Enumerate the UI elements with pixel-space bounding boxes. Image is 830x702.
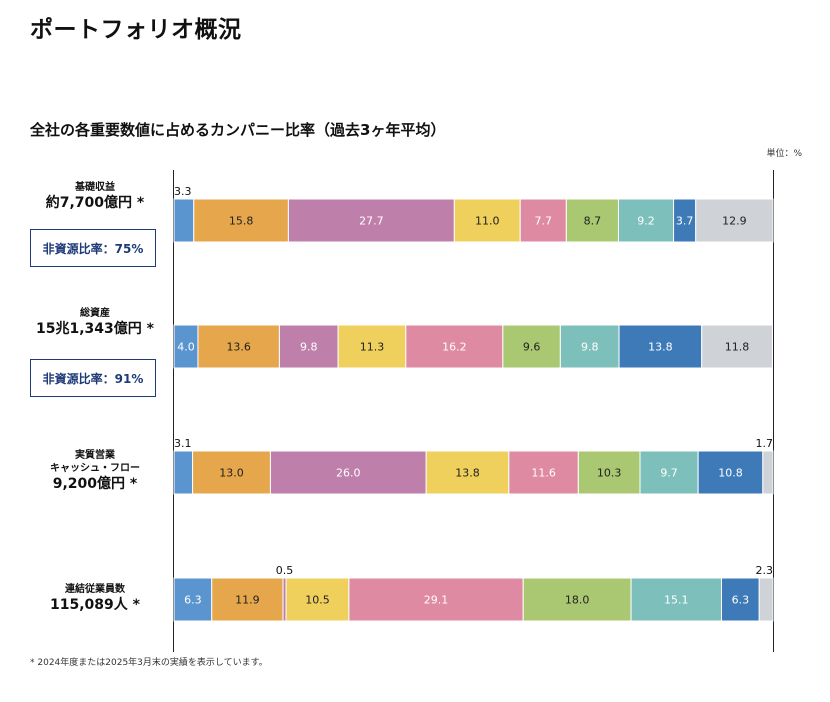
data-label: 9.8 (581, 341, 599, 354)
bar-segment (337, 324, 407, 369)
data-label: 9.7 (660, 467, 678, 480)
row-label-operating-cash-flow: 実質営業 キャッシュ・フロー 9,200億円 * (20, 449, 170, 493)
non-resource-ratio-badge: 非資源比率：91% (30, 359, 156, 397)
data-label: 7.7 (535, 215, 553, 228)
chart-title: 全社の各重要数値に占めるカンパニー比率（過去3ヶ年平均） (30, 121, 446, 139)
data-label: 11.0 (475, 215, 500, 228)
bar-segment (287, 198, 455, 243)
row-label-employees: 連結従業員数 115,089人 * (20, 583, 170, 614)
data-label: 10.5 (305, 594, 330, 607)
bar-segment (630, 577, 722, 622)
data-label: 1.7 (756, 437, 774, 450)
bar-segment (269, 450, 427, 495)
data-label: 18.0 (565, 594, 590, 607)
data-label: 6.3 (184, 594, 202, 607)
footnote: * 2024年度または2025年3月末の実績を表示しています。 (30, 658, 268, 668)
data-label: 4.0 (177, 341, 195, 354)
row-value: 約7,700億円 * (45, 195, 145, 211)
bar-segment (405, 324, 504, 369)
data-label: 29.1 (424, 594, 449, 607)
data-label: 3.1 (174, 437, 192, 450)
data-label: 26.0 (336, 467, 361, 480)
data-label: 6.3 (732, 594, 750, 607)
data-label: 3.3 (174, 185, 192, 198)
data-label: 27.7 (359, 215, 384, 228)
bar-segment (701, 324, 773, 369)
bar-segment (522, 577, 632, 622)
data-label: 13.0 (219, 467, 244, 480)
right-axis-line (773, 170, 774, 652)
data-label: 11.3 (360, 341, 385, 354)
bar-segment (173, 450, 194, 495)
bar-segment (695, 198, 774, 243)
row-name: 基礎収益 (75, 182, 115, 193)
data-label: 16.2 (442, 341, 467, 354)
data-label: 9.2 (637, 215, 655, 228)
data-label: 2.3 (756, 564, 774, 577)
bar-segment (697, 450, 764, 495)
bar-segment (173, 198, 195, 243)
data-label: 3.7 (676, 215, 694, 228)
row-value: 9,200億円 * (52, 476, 138, 492)
bar-segment (762, 450, 774, 495)
data-label: 11.9 (235, 594, 260, 607)
data-label: 9.6 (523, 341, 541, 354)
bar-segment (502, 324, 561, 369)
data-label: 13.8 (648, 341, 673, 354)
bar-segment (193, 198, 289, 243)
bar-segment (285, 577, 350, 622)
bar-segment (559, 324, 620, 369)
row-value: 15兆1,343億円 * (36, 321, 154, 337)
data-label: 9.8 (300, 341, 318, 354)
row-label-total-assets: 総資産 15兆1,343億円 * (20, 307, 170, 338)
bar-segment (618, 324, 703, 369)
bar-segment (197, 324, 280, 369)
left-axis-line (173, 170, 174, 652)
row-value: 115,089人 * (50, 597, 140, 613)
row-label-core-profit: 基礎収益 約7,700億円 * (20, 181, 170, 212)
data-label: 13.8 (455, 467, 480, 480)
data-label: 12.9 (722, 215, 747, 228)
data-label: 15.8 (229, 215, 254, 228)
data-label: 11.6 (531, 467, 556, 480)
data-label: 8.7 (584, 215, 602, 228)
bar-segment (758, 577, 774, 622)
bar-segment (173, 577, 213, 622)
row-name: 連結従業員数 (65, 584, 125, 595)
bar-segment (508, 450, 579, 495)
non-resource-ratio-badge: 非資源比率：75% (30, 229, 156, 267)
data-label: 0.5 (276, 564, 294, 577)
data-label: 10.8 (718, 467, 743, 480)
page-title: ポートフォリオ概況 (30, 17, 242, 43)
bar-segment (192, 450, 271, 495)
bar-segment (617, 198, 675, 243)
bar-segment (348, 577, 524, 622)
data-label: 11.8 (725, 341, 750, 354)
data-label: 15.1 (664, 594, 689, 607)
row-name: 実質営業 キャッシュ・フロー (50, 450, 140, 474)
row-name: 総資産 (80, 308, 110, 319)
data-label: 13.6 (226, 341, 251, 354)
data-label: 10.3 (597, 467, 622, 480)
bar-segment (453, 198, 521, 243)
unit-label: 単位：% (766, 149, 802, 159)
bar-segment (639, 450, 699, 495)
